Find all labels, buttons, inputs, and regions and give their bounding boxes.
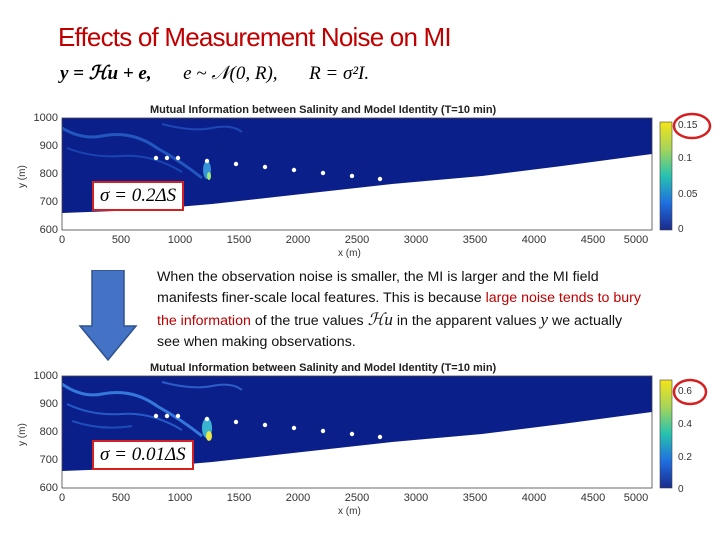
colorbar-tick: 0.2: [678, 452, 692, 463]
y-tick: 1000: [33, 112, 58, 124]
sigma-label: σ = 0.2ΔS: [92, 181, 185, 211]
x-tick: 2500: [344, 234, 370, 246]
x-tick: 2500: [344, 492, 370, 504]
x-axis-label: x (m): [338, 506, 361, 517]
colorbar-tick: 0.1: [678, 153, 692, 164]
y-axis-label: y (m): [17, 423, 28, 446]
math-symbol: ℋu: [367, 310, 393, 329]
x-tick: 2000: [285, 492, 311, 504]
y-tick: 800: [39, 426, 58, 438]
x-tick: 3000: [403, 234, 429, 246]
colorbar-tick: 0.6: [678, 386, 692, 397]
x-tick: 3500: [462, 234, 488, 246]
y-tick: 700: [39, 454, 58, 466]
x-tick: 1500: [226, 492, 252, 504]
explanation-highlight: large noise tends to bury the informatio…: [157, 290, 641, 329]
x-tick: 500: [111, 492, 131, 504]
mi-field-plot: [61, 112, 712, 231]
x-tick: 0: [58, 234, 66, 246]
x-axis-label: x (m): [338, 248, 361, 259]
mi-plot-panel-2: Mutual Information between Salinity and …: [0, 358, 720, 528]
slide-title: Effects of Measurement Noise on MI: [58, 22, 452, 52]
x-tick: 4500: [580, 492, 606, 504]
colorbar-tick: 0.4: [678, 419, 692, 430]
mi-plot-panel-1: Mutual Information between Salinity and …: [0, 100, 720, 260]
explanation-part: in the apparent values: [396, 313, 537, 329]
explanation-part: we actually see when making observations…: [157, 313, 623, 350]
x-tick: 4000: [521, 234, 547, 246]
x-tick: 5000: [623, 234, 649, 246]
colorbar-tick: 0.05: [678, 189, 698, 200]
y-tick: 1000: [33, 370, 58, 382]
x-tick: 5000: [623, 492, 649, 504]
explanation-text: When the observation noise is smaller, t…: [157, 267, 647, 353]
x-tick: 2000: [285, 234, 311, 246]
y-tick: 800: [39, 168, 58, 180]
y-tick: 700: [39, 196, 58, 208]
noise-model-equation: y = ℋu + e, e ~ 𝒩(0, R), R = σ²I.: [60, 62, 369, 85]
y-tick: 900: [39, 140, 58, 152]
x-tick: 0: [58, 492, 66, 504]
x-tick: 4000: [521, 492, 547, 504]
equation-observation: y = ℋu + e,: [60, 63, 152, 84]
plot-title: Mutual Information between Salinity and …: [150, 104, 497, 116]
sigma-label: σ = 0.01ΔS: [92, 440, 194, 470]
colorbar-tick: 0.15: [678, 120, 698, 131]
colorbar-tick: 0: [678, 224, 684, 235]
equation-noise: e ~ 𝒩(0, R),: [183, 63, 278, 84]
x-tick: 3500: [462, 492, 488, 504]
x-tick: 1500: [226, 234, 252, 246]
x-tick: 4500: [580, 234, 606, 246]
y-tick: 600: [39, 224, 58, 236]
explanation-part: of the true values: [254, 313, 364, 329]
equation-covariance: R = σ²I.: [309, 63, 370, 84]
plot-title: Mutual Information between Salinity and …: [150, 362, 497, 374]
math-symbol: y: [540, 310, 548, 329]
down-arrow-icon: [78, 270, 138, 362]
y-tick: 600: [39, 482, 58, 494]
colorbar-tick: 0: [678, 484, 684, 495]
y-axis-label: y (m): [17, 165, 28, 188]
x-tick: 500: [111, 234, 131, 246]
x-tick: 1000: [167, 234, 193, 246]
y-tick: 900: [39, 398, 58, 410]
x-tick: 1000: [167, 492, 193, 504]
x-tick: 3000: [403, 492, 429, 504]
explanation-part: When the observation noise is smaller, t…: [157, 269, 599, 306]
